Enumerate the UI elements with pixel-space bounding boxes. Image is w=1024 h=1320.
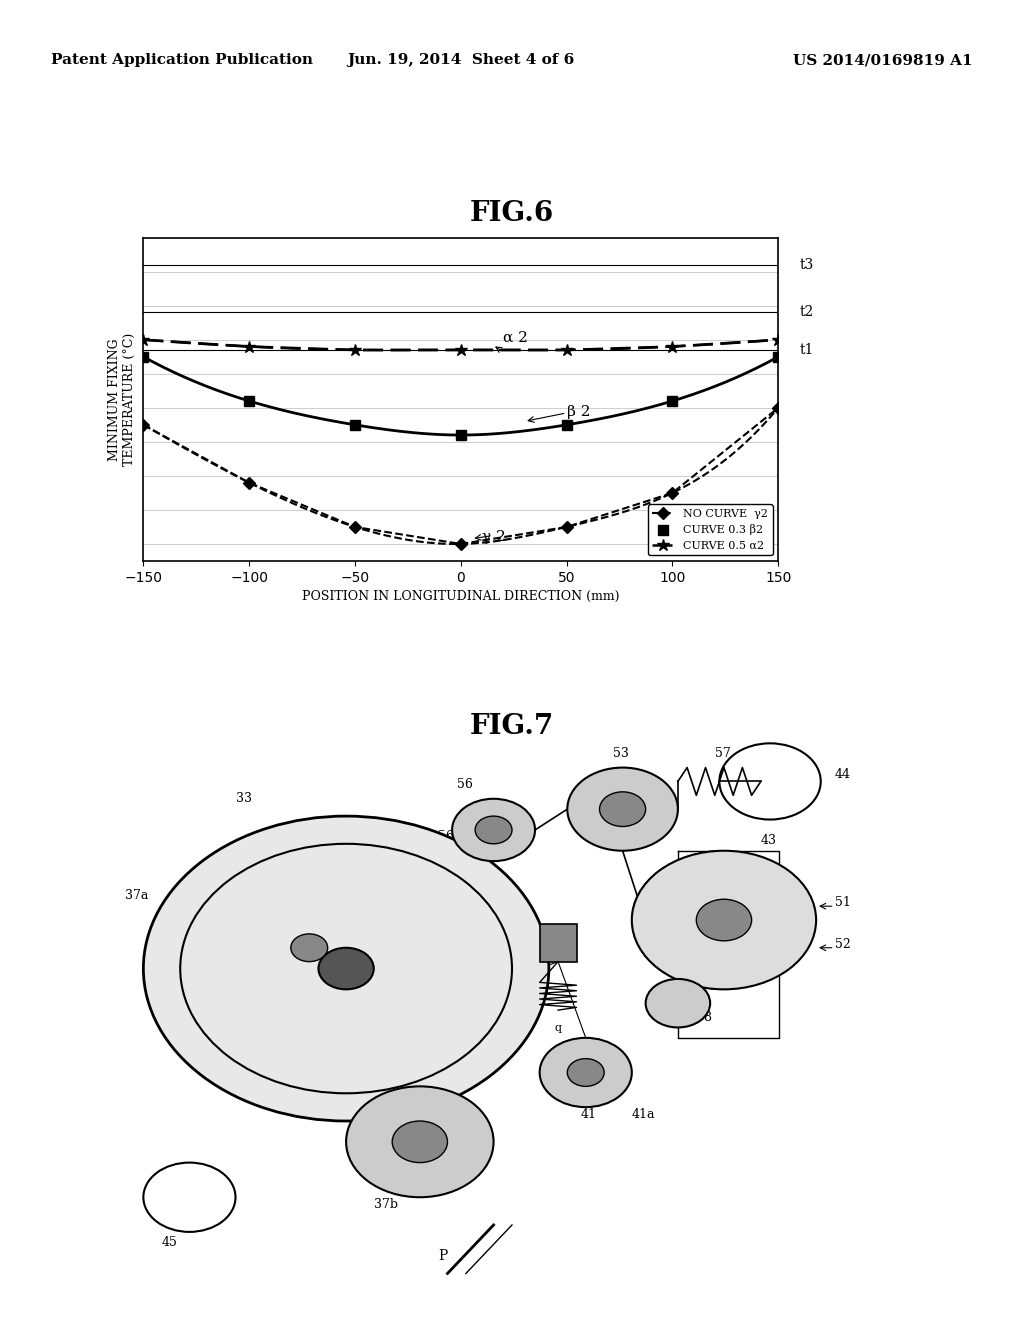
Text: 37a: 37a — [125, 890, 148, 903]
CURVE 0.3 β2 — [455, 428, 467, 444]
Text: α 2: α 2 — [503, 330, 528, 345]
Text: 52: 52 — [835, 937, 850, 950]
CURVE 0.3 β2 — [243, 393, 255, 409]
CURVE 0.5 α2 — [243, 339, 255, 355]
Bar — [540, 924, 577, 961]
NO CURVE  γ2 — [772, 400, 784, 416]
X-axis label: POSITION IN LONGITUDINAL DIRECTION (mm): POSITION IN LONGITUDINAL DIRECTION (mm) — [302, 590, 620, 603]
NO CURVE  γ2 — [455, 536, 467, 552]
NO CURVE  γ2 — [667, 484, 679, 500]
CURVE 0.3 β2 — [137, 348, 150, 364]
CURVE 0.5 α2 — [772, 331, 784, 347]
Line: CURVE 0.5 α2: CURVE 0.5 α2 — [137, 334, 784, 356]
Text: 53: 53 — [613, 747, 630, 760]
CURVE 0.3 β2 — [349, 417, 361, 433]
Text: 56a: 56a — [438, 830, 462, 843]
Text: q: q — [555, 1023, 561, 1034]
Text: FIG.6: FIG.6 — [470, 201, 554, 227]
Circle shape — [600, 792, 646, 826]
NO CURVE  γ2 — [349, 519, 361, 535]
Circle shape — [291, 935, 328, 961]
Circle shape — [475, 816, 512, 843]
Text: US 2014/0169819 A1: US 2014/0169819 A1 — [794, 53, 973, 67]
Circle shape — [632, 851, 816, 990]
CURVE 0.5 α2 — [455, 342, 467, 358]
Circle shape — [143, 816, 549, 1121]
Circle shape — [567, 768, 678, 851]
Circle shape — [453, 799, 536, 861]
Text: P: P — [438, 1249, 447, 1263]
Text: 33: 33 — [236, 792, 252, 805]
Text: 41a: 41a — [632, 1107, 655, 1121]
Line: NO CURVE  γ2: NO CURVE γ2 — [139, 404, 782, 548]
Circle shape — [567, 1059, 604, 1086]
Circle shape — [392, 1121, 447, 1163]
Circle shape — [696, 899, 752, 941]
Text: β 2: β 2 — [566, 405, 590, 420]
CURVE 0.3 β2 — [560, 417, 572, 433]
Text: 40a: 40a — [517, 979, 540, 993]
Text: 56: 56 — [457, 779, 473, 792]
CURVE 0.5 α2 — [560, 342, 572, 358]
CURVE 0.3 β2 — [772, 348, 784, 364]
Text: Patent Application Publication: Patent Application Publication — [51, 53, 313, 67]
Text: 43: 43 — [761, 834, 777, 847]
Text: 38: 38 — [696, 1011, 713, 1023]
Text: 37b: 37b — [374, 1197, 397, 1210]
Circle shape — [540, 1038, 632, 1107]
Text: t1: t1 — [800, 343, 814, 356]
Text: M: M — [750, 775, 763, 788]
Text: M: M — [169, 1191, 182, 1204]
Circle shape — [318, 948, 374, 990]
NO CURVE  γ2 — [243, 475, 255, 491]
Text: 41: 41 — [582, 1107, 597, 1121]
Legend: NO CURVE  γ2, CURVE 0.3 β2, CURVE 0.5 α2: NO CURVE γ2, CURVE 0.3 β2, CURVE 0.5 α2 — [648, 504, 773, 556]
Circle shape — [646, 979, 711, 1027]
Text: 57: 57 — [715, 747, 730, 760]
Text: t2: t2 — [800, 305, 814, 319]
NO CURVE  γ2 — [560, 519, 572, 535]
Line: CURVE 0.3 β2: CURVE 0.3 β2 — [138, 352, 783, 440]
CURVE 0.5 α2 — [137, 331, 150, 347]
Circle shape — [346, 1086, 494, 1197]
Text: Jun. 19, 2014  Sheet 4 of 6: Jun. 19, 2014 Sheet 4 of 6 — [347, 53, 574, 67]
Text: γ 2: γ 2 — [482, 529, 506, 544]
NO CURVE  γ2 — [137, 417, 150, 433]
Circle shape — [143, 1163, 236, 1232]
Text: 44: 44 — [835, 768, 851, 781]
Text: 45: 45 — [162, 1236, 178, 1249]
Circle shape — [720, 743, 821, 820]
Y-axis label: MINIMUM FIXING
TEMPERATURE (°C): MINIMUM FIXING TEMPERATURE (°C) — [109, 333, 136, 466]
CURVE 0.5 α2 — [349, 342, 361, 358]
CURVE 0.3 β2 — [667, 393, 679, 409]
Text: 40: 40 — [517, 931, 532, 944]
CURVE 0.5 α2 — [667, 339, 679, 355]
Text: t3: t3 — [800, 257, 814, 272]
Text: 51: 51 — [835, 896, 851, 909]
Text: FIG.7: FIG.7 — [470, 713, 554, 739]
